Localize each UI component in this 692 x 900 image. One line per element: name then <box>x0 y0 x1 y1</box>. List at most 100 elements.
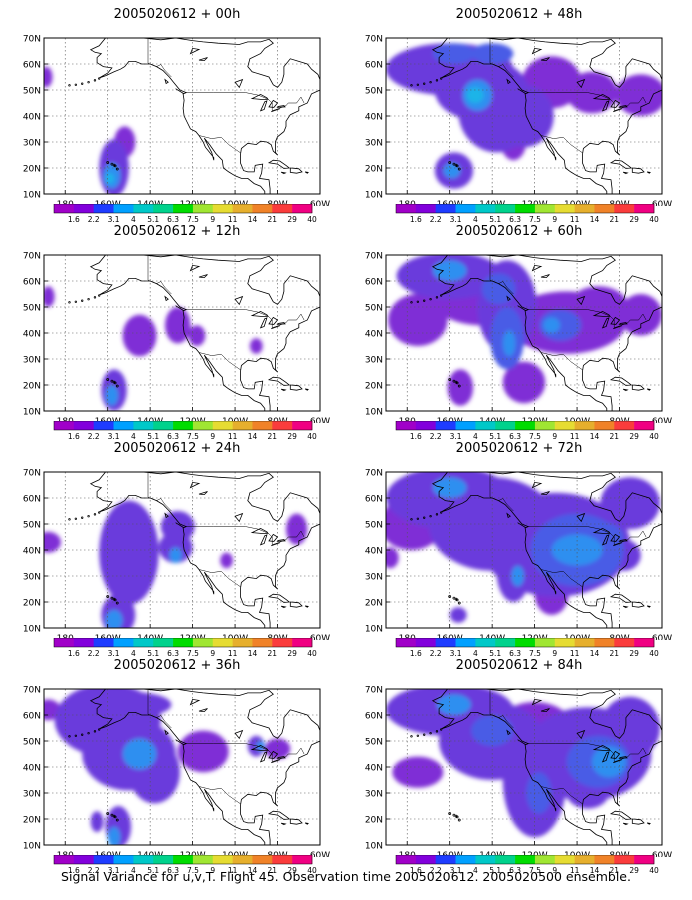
lat-tick-label: 30N <box>23 356 41 366</box>
colorbar-label: 5.1 <box>147 649 159 658</box>
lat-tick-label: 30N <box>365 573 383 583</box>
variance-contour <box>481 273 516 305</box>
colorbar-swatch <box>634 638 655 647</box>
variance-contour <box>249 338 263 354</box>
variance-contour <box>90 811 104 832</box>
lat-tick-label: 40N <box>23 764 41 774</box>
colorbar-label: 40 <box>307 432 317 441</box>
colorbar-label: 6.3 <box>167 649 179 658</box>
variance-contour <box>502 330 516 357</box>
lat-tick-label: 70N <box>23 35 41 45</box>
colorbar-label: 21 <box>268 215 278 224</box>
colorbar-label: 3.1 <box>450 432 462 441</box>
lon-tick-label: 120W <box>180 417 206 423</box>
lon-tick-label: 180 <box>399 417 416 423</box>
colorbar-swatch <box>212 855 233 864</box>
colorbar-label: 7.5 <box>187 215 199 224</box>
variance-contour <box>511 565 524 587</box>
colorbar-swatch <box>113 855 134 864</box>
colorbar-label: 29 <box>629 432 639 441</box>
colorbar-label: 4 <box>131 432 136 441</box>
variance-map: 70N 60N 50N 40N 30N 20N 10N 180 160W 140W 120W 100W… <box>23 686 330 858</box>
coastlines <box>410 38 662 194</box>
colorbar-swatch <box>574 421 595 430</box>
lon-tick-label: 60W <box>652 634 672 640</box>
lon-tick-label: 160W <box>437 200 463 206</box>
colorbar-swatch <box>232 204 253 213</box>
variance-contour <box>494 84 554 148</box>
colorbar-swatch <box>574 204 595 213</box>
colorbar-swatch <box>435 638 456 647</box>
colorbar-label: 29 <box>287 866 297 875</box>
colorbar-swatch <box>554 855 575 864</box>
lat-tick-label: 50N <box>365 738 383 748</box>
colorbar-swatch <box>534 638 556 647</box>
colorbar-label: 9 <box>552 432 557 441</box>
lat-tick-label: 10N <box>23 408 41 418</box>
lon-tick-label: 100W <box>564 634 590 640</box>
variance-contour <box>432 477 467 498</box>
variance-contour <box>591 746 626 778</box>
lon-tick-label: 160W <box>437 634 463 640</box>
colorbar-swatch <box>192 855 214 864</box>
colorbar-swatch <box>554 204 575 213</box>
variance-contour <box>388 294 448 346</box>
colorbar-label: 2.2 <box>88 866 100 875</box>
lat-tick-label: 50N <box>365 304 383 314</box>
forecast-panel: 2005020612 + 36h 70N 60N 50N 40N 30N 20N 10N 180… <box>12 659 342 876</box>
lon-tick-label: 60W <box>652 200 672 206</box>
coastlines <box>68 689 320 845</box>
lat-tick-label: 20N <box>23 382 41 392</box>
colorbar-swatch <box>396 855 417 864</box>
colorbar-swatch <box>515 421 536 430</box>
lat-tick-label: 20N <box>23 816 41 826</box>
colorbar-label: 7.5 <box>187 649 199 658</box>
lat-tick-label: 70N <box>23 469 41 479</box>
colorbar-label: 21 <box>610 432 620 441</box>
colorbar-label: 5.1 <box>489 432 501 441</box>
colorbar-swatch <box>396 638 417 647</box>
coastlines <box>410 689 662 845</box>
variance-contour <box>392 756 444 788</box>
colorbar-swatch <box>415 204 436 213</box>
colorbar-label: 4 <box>473 649 478 658</box>
colorbar-label: 3.1 <box>108 215 120 224</box>
colorbar-swatch <box>192 204 214 213</box>
colorbar-label: 11 <box>570 215 580 224</box>
colorbar-swatch <box>495 204 516 213</box>
panel-title: 2005020612 + 84h <box>455 658 583 673</box>
colorbar-label: 6.3 <box>167 215 179 224</box>
lon-tick-label: 60W <box>310 851 330 857</box>
variance-contour <box>286 513 308 545</box>
colorbar-swatch <box>153 421 174 430</box>
colorbar-swatch <box>153 638 174 647</box>
colorbar-label: 21 <box>610 866 620 875</box>
colorbar-label: 14 <box>248 866 258 875</box>
colorbar-label: 2.2 <box>430 866 442 875</box>
colorbar-label: 40 <box>649 215 659 224</box>
colorbar-label: 7.5 <box>529 432 541 441</box>
colorbar-label: 29 <box>287 649 297 658</box>
lat-tick-label: 10N <box>23 842 41 852</box>
colorbar-swatch <box>272 421 293 430</box>
variance-contour <box>432 260 467 281</box>
variance-contour <box>615 74 662 116</box>
colorbar-swatch <box>554 638 575 647</box>
colorbar-swatch <box>232 421 253 430</box>
lon-tick-label: 60W <box>310 634 330 640</box>
colorbar-label: 1.6 <box>410 866 422 875</box>
lon-tick-label: 80W <box>267 634 287 640</box>
variance-field <box>44 500 308 628</box>
colorbar-swatch <box>614 638 635 647</box>
lat-tick-label: 20N <box>365 165 383 175</box>
colorbar-label: 14 <box>590 866 600 875</box>
colorbar-label: 6.3 <box>509 215 521 224</box>
lon-tick-label: 160W <box>95 200 121 206</box>
variance-contour <box>386 547 399 569</box>
colorbar-label: 14 <box>248 432 258 441</box>
lon-tick-label: 80W <box>267 200 287 206</box>
variance-contour <box>447 369 474 406</box>
variance-map: 70N 60N 50N 40N 30N 20N 10N 180 160W 140W 120W 100W… <box>365 35 672 207</box>
lon-tick-label: 120W <box>522 200 548 206</box>
variance-contour <box>188 325 206 346</box>
